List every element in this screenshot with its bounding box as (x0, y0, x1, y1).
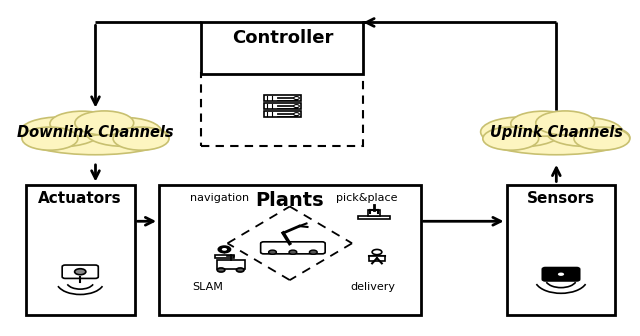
Circle shape (236, 268, 244, 272)
Circle shape (372, 249, 382, 255)
Bar (202, 73, 364, 146)
FancyBboxPatch shape (260, 242, 325, 254)
Text: navigation: navigation (191, 193, 250, 203)
Text: Sensors: Sensors (527, 192, 595, 206)
Circle shape (294, 113, 300, 116)
Bar (369, 256, 385, 261)
Text: delivery: delivery (350, 282, 395, 292)
Ellipse shape (574, 127, 630, 150)
Ellipse shape (511, 111, 575, 136)
Circle shape (294, 96, 300, 99)
Text: Downlink Channels: Downlink Channels (17, 125, 174, 140)
Circle shape (218, 246, 230, 253)
Circle shape (309, 250, 317, 254)
Circle shape (222, 248, 227, 251)
Text: SLAM: SLAM (192, 282, 223, 292)
Bar (215, 255, 234, 258)
Bar (264, 111, 301, 117)
Ellipse shape (536, 111, 595, 135)
Text: Plants: Plants (255, 192, 324, 210)
Ellipse shape (22, 127, 78, 150)
Bar (32, 233, 129, 313)
Bar (202, 23, 364, 74)
Bar (217, 260, 244, 268)
Ellipse shape (483, 127, 539, 150)
Text: Uplink Channels: Uplink Channels (490, 125, 623, 140)
Bar (159, 185, 420, 315)
Text: Actuators: Actuators (38, 192, 122, 206)
Bar (513, 233, 609, 313)
Bar (165, 233, 414, 313)
Bar (506, 185, 616, 315)
Circle shape (294, 104, 300, 108)
Circle shape (217, 268, 225, 272)
Circle shape (558, 272, 564, 276)
Bar (358, 216, 390, 219)
Bar (368, 210, 380, 216)
Ellipse shape (113, 127, 169, 150)
Ellipse shape (20, 117, 100, 147)
Ellipse shape (50, 111, 115, 136)
Polygon shape (220, 249, 229, 253)
Ellipse shape (481, 117, 561, 147)
Ellipse shape (75, 111, 134, 135)
Ellipse shape (22, 120, 169, 155)
Text: pick&place: pick&place (335, 193, 397, 203)
Ellipse shape (85, 117, 162, 146)
Bar (26, 185, 134, 315)
FancyBboxPatch shape (62, 265, 99, 279)
Circle shape (75, 269, 86, 275)
Ellipse shape (483, 120, 630, 155)
Bar (264, 95, 301, 101)
FancyBboxPatch shape (542, 267, 580, 281)
Ellipse shape (546, 117, 623, 146)
Circle shape (289, 250, 297, 254)
Text: Controller: Controller (232, 29, 333, 47)
Circle shape (269, 250, 276, 254)
Bar (264, 103, 301, 109)
